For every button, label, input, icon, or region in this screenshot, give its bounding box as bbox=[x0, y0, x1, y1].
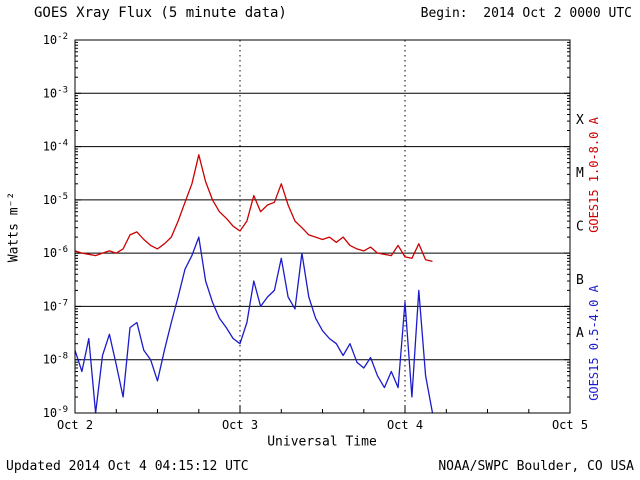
svg-text:10-6: 10-6 bbox=[43, 245, 68, 260]
begin-time: Begin: 2014 Oct 2 0000 UTC bbox=[421, 6, 632, 21]
svg-text:10-7: 10-7 bbox=[43, 298, 68, 313]
x-axis-label: Universal Time bbox=[267, 434, 377, 450]
svg-text:M: M bbox=[576, 166, 584, 181]
goes-long-channel-label: GOES15 1.0-8.0 A bbox=[587, 117, 601, 233]
svg-text:10-3: 10-3 bbox=[43, 85, 68, 100]
svg-text:Oct 3: Oct 3 bbox=[222, 418, 258, 432]
svg-text:Oct 4: Oct 4 bbox=[387, 418, 423, 432]
y-axis-label: Watts m⁻² bbox=[6, 191, 22, 263]
svg-text:10-5: 10-5 bbox=[43, 192, 68, 207]
begin-value: 2014 Oct 2 0000 UTC bbox=[483, 6, 632, 21]
svg-text:10-2: 10-2 bbox=[43, 32, 68, 47]
svg-text:A: A bbox=[576, 326, 584, 341]
svg-text:X: X bbox=[576, 113, 584, 128]
svg-text:Oct 5: Oct 5 bbox=[552, 418, 588, 432]
source-credit: NOAA/SWPC Boulder, CO USA bbox=[438, 459, 634, 474]
goes-short-line bbox=[74, 236, 434, 414]
updated-timestamp: Updated 2014 Oct 4 04:15:12 UTC bbox=[6, 459, 249, 474]
goes-short-channel-label: GOES15 0.5-4.0 A bbox=[587, 285, 601, 401]
chart-title: GOES Xray Flux (5 minute data) bbox=[34, 5, 287, 21]
svg-text:B: B bbox=[576, 273, 584, 288]
svg-text:10-8: 10-8 bbox=[43, 352, 68, 367]
goes-long-line bbox=[74, 154, 433, 263]
svg-text:10-4: 10-4 bbox=[43, 139, 68, 154]
svg-text:Oct 2: Oct 2 bbox=[57, 418, 93, 432]
begin-label: Begin: bbox=[420, 6, 468, 21]
svg-text:C: C bbox=[576, 220, 584, 235]
